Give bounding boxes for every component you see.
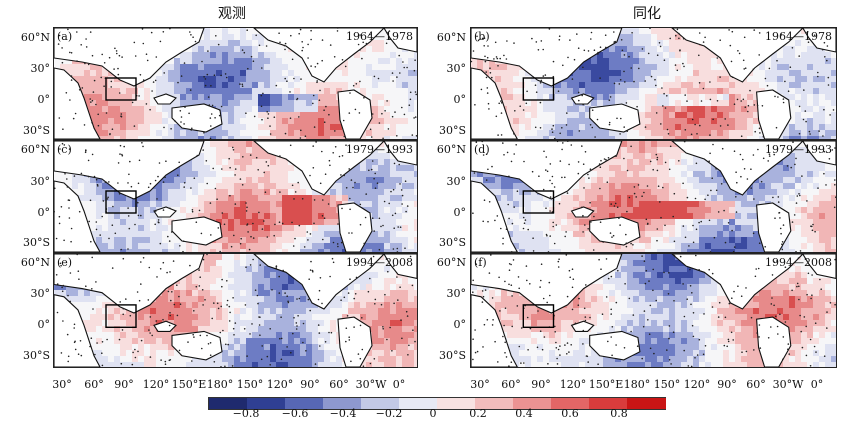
map-panel-d: (d) 1979—1993 — [470, 140, 837, 253]
x-label: 60° — [501, 378, 521, 391]
colorbar-segment — [627, 398, 666, 409]
panel-label: (d) — [474, 143, 490, 156]
colorbar-tick-label: 0.4 — [515, 407, 533, 420]
x-label: 90° — [717, 378, 737, 391]
colorbar — [208, 397, 666, 410]
x-label: 90° — [114, 378, 134, 391]
y-label-30s: 30°S — [438, 236, 466, 249]
colorbar-segment — [437, 398, 476, 409]
map-panel-b: (b) 1964—1978 — [470, 27, 837, 140]
y-label-30s: 30°S — [438, 124, 466, 137]
panel-label: (b) — [474, 30, 490, 43]
colorbar-segment — [323, 398, 362, 409]
colorbar-tick-label: 0.8 — [610, 407, 628, 420]
y-label-0: 0° — [37, 206, 51, 219]
x-label: 60° — [84, 378, 104, 391]
colorbar-tick-label: 0.6 — [561, 407, 579, 420]
map-panel-f: (f) 1994—2008 — [470, 253, 837, 368]
y-label-60n: 60°N — [20, 143, 50, 156]
x-label: 150° — [653, 378, 681, 391]
colorbar-tick-label: −0.4 — [329, 407, 357, 420]
panel-period: 1964—1978 — [765, 30, 832, 43]
panel-period: 1979—1993 — [346, 143, 413, 156]
y-label-60n: 60°N — [436, 143, 466, 156]
panel-label: (f) — [474, 256, 487, 269]
y-label-30s: 30°S — [22, 236, 50, 249]
y-label-0: 0° — [37, 93, 51, 106]
y-label-0: 0° — [453, 206, 467, 219]
x-label: 30°W — [772, 378, 804, 391]
colorbar-segment — [399, 398, 438, 409]
y-label-30n: 30° — [30, 287, 51, 300]
y-label-30n: 30° — [30, 175, 51, 188]
colorbar-segment — [475, 398, 514, 409]
y-label-30s: 30°S — [22, 124, 50, 137]
colorbar-tick-label: −0.6 — [281, 407, 309, 420]
panel-period: 1979—1993 — [765, 143, 832, 156]
map-canvas — [54, 28, 417, 139]
panel-label: (a) — [57, 30, 73, 43]
x-label: 180° — [623, 378, 651, 391]
y-label-30n: 30° — [446, 287, 467, 300]
x-label: 150°E — [588, 378, 624, 391]
right-column-title: 同化 — [633, 6, 661, 22]
map-canvas — [471, 254, 836, 367]
map-canvas — [471, 141, 836, 252]
panel-period: 1994—2008 — [346, 256, 413, 269]
colorbar-tick-label: −0.8 — [232, 407, 260, 420]
y-label-0: 0° — [453, 93, 467, 106]
panel-period: 1964—1978 — [346, 30, 413, 43]
panel-period: 1994—2008 — [765, 256, 832, 269]
colorbar-segment — [209, 398, 248, 409]
x-label: 120° — [683, 378, 711, 391]
y-label-60n: 60°N — [20, 256, 50, 269]
x-label: 180° — [206, 378, 234, 391]
x-label: 0° — [392, 378, 406, 391]
y-label-60n: 60°N — [436, 256, 466, 269]
colorbar-tick-label: 0.2 — [469, 407, 487, 420]
y-label-30n: 30° — [30, 62, 51, 75]
left-column-title: 观测 — [218, 6, 246, 22]
x-label: 90° — [300, 378, 320, 391]
map-canvas — [471, 28, 836, 139]
y-label-0: 0° — [453, 318, 467, 331]
colorbar-segment — [551, 398, 590, 409]
colorbar-segment — [285, 398, 324, 409]
y-label-30s: 30°S — [22, 349, 50, 362]
y-label-60n: 60°N — [20, 31, 50, 44]
y-label-60n: 60°N — [436, 31, 466, 44]
map-panel-e: (e) 1994—2008 — [53, 253, 418, 368]
x-label: 30° — [470, 378, 490, 391]
colorbar-tick-label: −0.2 — [375, 407, 403, 420]
colorbar-segment — [589, 398, 628, 409]
map-panel-c: (c) 1979—1993 — [53, 140, 418, 253]
panel-label: (e) — [57, 256, 73, 269]
x-label: 0° — [810, 378, 824, 391]
x-label: 120° — [559, 378, 587, 391]
colorbar-tick-label: 0 — [429, 407, 437, 420]
colorbar-segment — [361, 398, 400, 409]
x-label: 120° — [266, 378, 294, 391]
x-label: 150° — [236, 378, 264, 391]
panel-label: (c) — [57, 143, 72, 156]
map-panel-a: (a) 1964—1978 — [53, 27, 418, 140]
x-label: 60° — [746, 378, 766, 391]
x-label: 90° — [531, 378, 551, 391]
x-label: 150°E — [171, 378, 207, 391]
map-canvas — [54, 141, 417, 252]
y-label-0: 0° — [37, 318, 51, 331]
map-canvas — [54, 254, 417, 367]
x-label: 30°W — [355, 378, 387, 391]
colorbar-segment — [513, 398, 552, 409]
x-label: 30° — [52, 378, 72, 391]
colorbar-segment — [247, 398, 286, 409]
y-label-30s: 30°S — [438, 349, 466, 362]
y-label-30n: 30° — [446, 62, 467, 75]
y-label-30n: 30° — [446, 175, 467, 188]
x-label: 60° — [329, 378, 349, 391]
x-label: 120° — [142, 378, 170, 391]
